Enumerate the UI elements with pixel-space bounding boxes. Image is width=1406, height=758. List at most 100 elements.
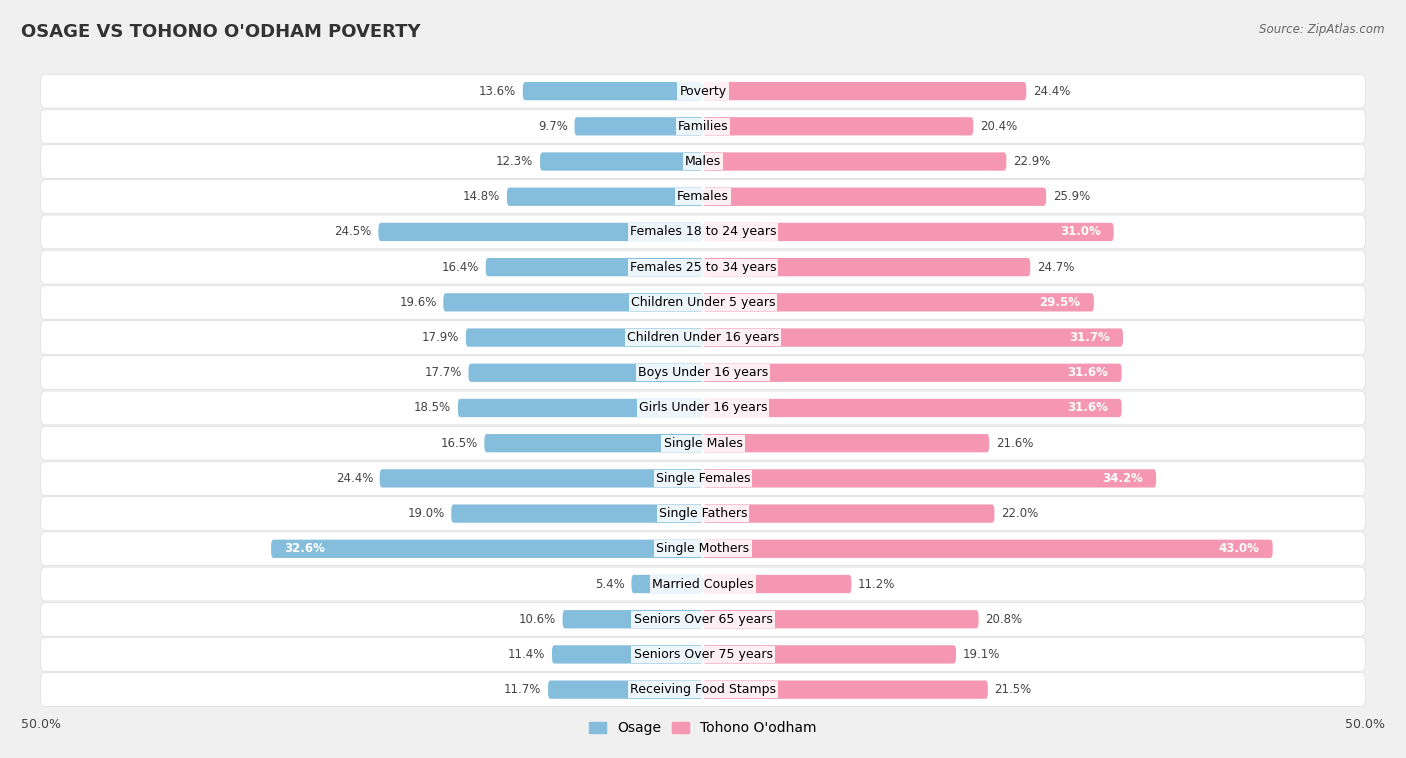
FancyBboxPatch shape <box>41 109 1365 143</box>
FancyBboxPatch shape <box>41 321 1365 355</box>
Text: 18.5%: 18.5% <box>415 402 451 415</box>
Text: 24.5%: 24.5% <box>335 225 371 239</box>
Text: Girls Under 16 years: Girls Under 16 years <box>638 402 768 415</box>
FancyBboxPatch shape <box>41 673 1365 706</box>
Text: 19.1%: 19.1% <box>963 648 1000 661</box>
FancyBboxPatch shape <box>41 532 1365 565</box>
FancyBboxPatch shape <box>703 152 1007 171</box>
FancyBboxPatch shape <box>631 575 703 594</box>
Text: Receiving Food Stamps: Receiving Food Stamps <box>630 683 776 696</box>
FancyBboxPatch shape <box>468 364 703 382</box>
Text: 9.7%: 9.7% <box>538 120 568 133</box>
Text: 22.9%: 22.9% <box>1012 155 1050 168</box>
FancyBboxPatch shape <box>548 681 703 699</box>
Text: 10.6%: 10.6% <box>519 612 555 625</box>
Text: 17.9%: 17.9% <box>422 331 460 344</box>
Text: 11.4%: 11.4% <box>508 648 546 661</box>
FancyBboxPatch shape <box>703 328 1123 346</box>
FancyBboxPatch shape <box>703 223 1114 241</box>
FancyBboxPatch shape <box>703 187 1046 206</box>
Text: Children Under 5 years: Children Under 5 years <box>631 296 775 309</box>
Text: 19.0%: 19.0% <box>408 507 444 520</box>
FancyBboxPatch shape <box>271 540 703 558</box>
FancyBboxPatch shape <box>380 469 703 487</box>
Text: Females: Females <box>678 190 728 203</box>
FancyBboxPatch shape <box>703 645 956 663</box>
Text: 16.4%: 16.4% <box>441 261 479 274</box>
Text: 20.8%: 20.8% <box>986 612 1022 625</box>
Text: 5.4%: 5.4% <box>595 578 624 590</box>
FancyBboxPatch shape <box>703 610 979 628</box>
Legend: Osage, Tohono O'odham: Osage, Tohono O'odham <box>583 716 823 741</box>
FancyBboxPatch shape <box>41 74 1365 108</box>
Text: 13.6%: 13.6% <box>479 85 516 98</box>
FancyBboxPatch shape <box>443 293 703 312</box>
FancyBboxPatch shape <box>451 504 703 523</box>
FancyBboxPatch shape <box>41 391 1365 425</box>
FancyBboxPatch shape <box>41 250 1365 284</box>
FancyBboxPatch shape <box>41 603 1365 636</box>
Text: Children Under 16 years: Children Under 16 years <box>627 331 779 344</box>
Text: 24.7%: 24.7% <box>1036 261 1074 274</box>
Text: 43.0%: 43.0% <box>1219 542 1260 556</box>
Text: 11.7%: 11.7% <box>503 683 541 696</box>
Text: 24.4%: 24.4% <box>1033 85 1070 98</box>
FancyBboxPatch shape <box>485 258 703 277</box>
FancyBboxPatch shape <box>703 258 1031 277</box>
FancyBboxPatch shape <box>703 504 994 523</box>
FancyBboxPatch shape <box>553 645 703 663</box>
FancyBboxPatch shape <box>41 356 1365 390</box>
Text: 25.9%: 25.9% <box>1053 190 1090 203</box>
FancyBboxPatch shape <box>703 399 1122 417</box>
Text: 24.4%: 24.4% <box>336 472 373 485</box>
Text: Females 18 to 24 years: Females 18 to 24 years <box>630 225 776 239</box>
Text: 17.7%: 17.7% <box>425 366 461 379</box>
Text: 11.2%: 11.2% <box>858 578 896 590</box>
Text: Seniors Over 75 years: Seniors Over 75 years <box>634 648 772 661</box>
Text: Single Females: Single Females <box>655 472 751 485</box>
Text: Single Mothers: Single Mothers <box>657 542 749 556</box>
FancyBboxPatch shape <box>41 215 1365 249</box>
Text: 21.6%: 21.6% <box>995 437 1033 449</box>
Text: 31.6%: 31.6% <box>1067 402 1108 415</box>
FancyBboxPatch shape <box>41 637 1365 672</box>
FancyBboxPatch shape <box>41 180 1365 214</box>
Text: Single Males: Single Males <box>664 437 742 449</box>
FancyBboxPatch shape <box>575 117 703 136</box>
Text: 31.0%: 31.0% <box>1060 225 1101 239</box>
FancyBboxPatch shape <box>485 434 703 453</box>
Text: Males: Males <box>685 155 721 168</box>
Text: Seniors Over 65 years: Seniors Over 65 years <box>634 612 772 625</box>
FancyBboxPatch shape <box>703 434 990 453</box>
Text: Source: ZipAtlas.com: Source: ZipAtlas.com <box>1260 23 1385 36</box>
Text: 20.4%: 20.4% <box>980 120 1017 133</box>
FancyBboxPatch shape <box>41 426 1365 460</box>
Text: 29.5%: 29.5% <box>1039 296 1081 309</box>
FancyBboxPatch shape <box>703 117 973 136</box>
FancyBboxPatch shape <box>703 575 852 594</box>
FancyBboxPatch shape <box>41 286 1365 319</box>
FancyBboxPatch shape <box>378 223 703 241</box>
Text: Families: Families <box>678 120 728 133</box>
FancyBboxPatch shape <box>562 610 703 628</box>
Text: 16.5%: 16.5% <box>440 437 478 449</box>
Text: Poverty: Poverty <box>679 85 727 98</box>
Text: Single Fathers: Single Fathers <box>659 507 747 520</box>
FancyBboxPatch shape <box>703 681 988 699</box>
FancyBboxPatch shape <box>703 540 1272 558</box>
FancyBboxPatch shape <box>41 462 1365 495</box>
FancyBboxPatch shape <box>465 328 703 346</box>
FancyBboxPatch shape <box>458 399 703 417</box>
Text: Females 25 to 34 years: Females 25 to 34 years <box>630 261 776 274</box>
Text: Married Couples: Married Couples <box>652 578 754 590</box>
FancyBboxPatch shape <box>703 364 1122 382</box>
FancyBboxPatch shape <box>41 145 1365 178</box>
FancyBboxPatch shape <box>703 469 1156 487</box>
Text: 19.6%: 19.6% <box>399 296 437 309</box>
Text: 22.0%: 22.0% <box>1001 507 1039 520</box>
FancyBboxPatch shape <box>540 152 703 171</box>
Text: 14.8%: 14.8% <box>463 190 501 203</box>
Text: 31.7%: 31.7% <box>1069 331 1109 344</box>
FancyBboxPatch shape <box>41 567 1365 601</box>
Text: 34.2%: 34.2% <box>1102 472 1143 485</box>
